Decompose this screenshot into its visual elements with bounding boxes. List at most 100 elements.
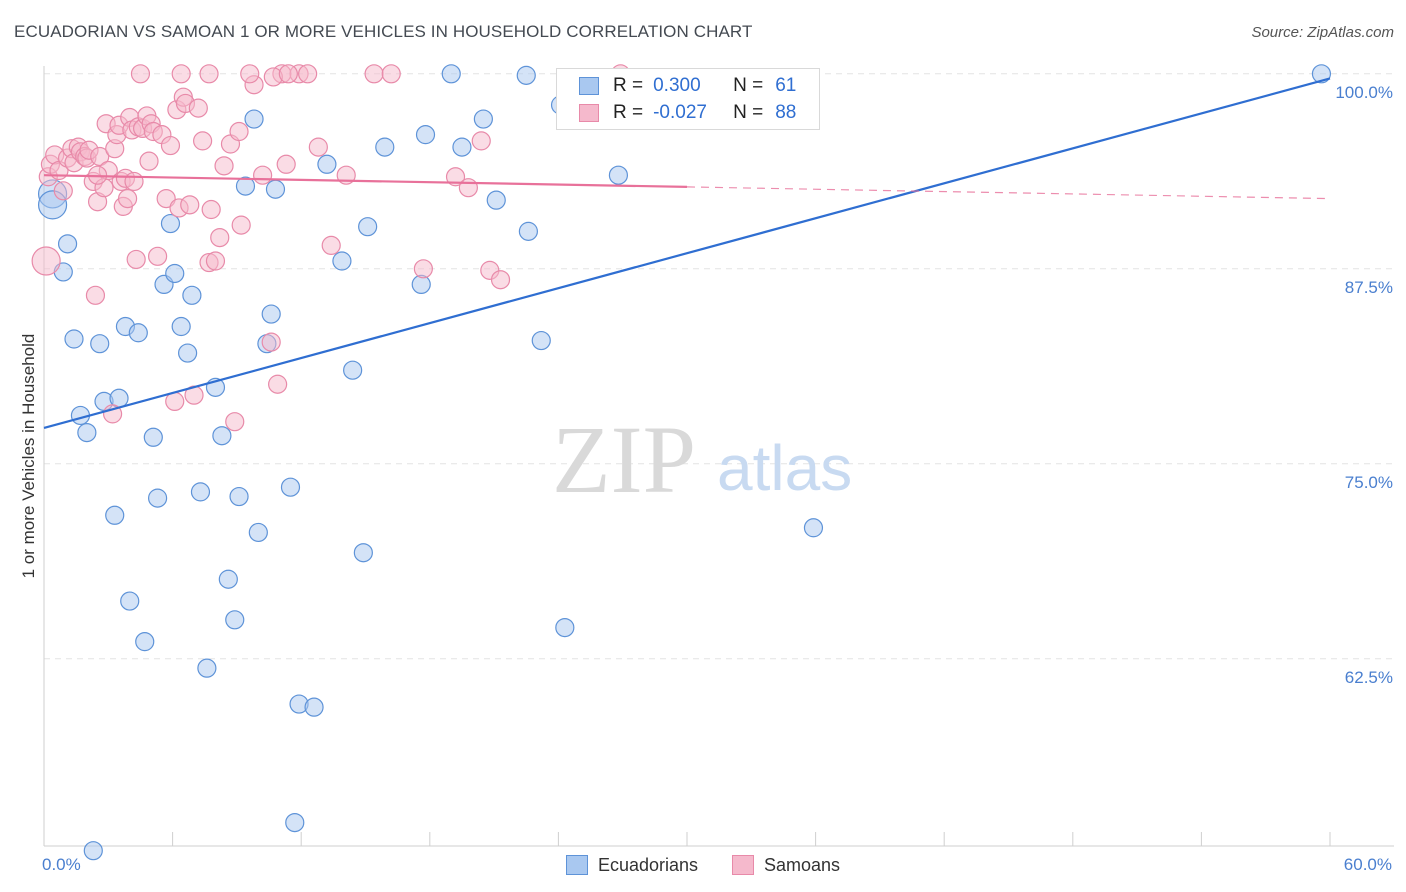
watermark: ZIP atlas <box>552 406 852 513</box>
samoan-point <box>364 64 384 84</box>
ecuadorian-point <box>160 213 181 234</box>
ecuadorian-point <box>218 569 238 589</box>
samoan-point <box>117 189 138 209</box>
samoan-point <box>471 131 491 151</box>
samoan-point <box>229 121 249 142</box>
ecuadorian-point <box>441 64 461 84</box>
ecuadorian-point <box>105 505 125 525</box>
samoan-point <box>308 137 328 157</box>
samoan-point <box>210 228 230 248</box>
samoan-point <box>188 98 208 118</box>
ecuadorian-point <box>1311 64 1332 84</box>
samoan-point <box>490 270 511 290</box>
legend-n-label: N = <box>733 75 764 96</box>
ecuadorian-point <box>90 334 110 354</box>
y-tick-label: 100.0% <box>1335 83 1393 102</box>
samoan-point <box>31 246 61 276</box>
samoan-points <box>31 64 631 432</box>
legend-n-value: 61 <box>775 75 797 96</box>
trend-lines <box>43 77 1331 429</box>
samoan-point <box>201 199 221 220</box>
legend-r-label: R = <box>613 75 644 96</box>
ecuadorian-point <box>608 165 629 185</box>
legend-r-value: 0.300 <box>653 75 701 96</box>
ecuadorian-point <box>212 426 232 446</box>
samoan-trend-extension <box>686 186 1331 200</box>
legend-swatch-pink <box>579 104 599 122</box>
ecuadorian-point <box>452 137 472 157</box>
samoan-point <box>261 332 281 352</box>
legend-item-samoans[interactable]: Samoans <box>732 855 840 876</box>
watermark-atlas: atlas <box>717 432 852 504</box>
ecuadorian-point <box>229 486 249 507</box>
source-label: Source: ZipAtlas.com <box>1251 24 1394 41</box>
samoan-point <box>147 246 168 266</box>
ecuadorian-point <box>244 109 264 129</box>
ecuadorian-point <box>135 632 155 652</box>
ecuadorian-point <box>248 522 268 543</box>
legend-label: Samoans <box>764 854 841 875</box>
samoan-point <box>298 64 318 84</box>
legend-row-samoans: R = -0.027 N = 88 <box>579 102 796 124</box>
samoan-point <box>205 251 226 271</box>
samoan-point <box>85 285 106 305</box>
x-tick-label: 60.0% <box>1344 855 1392 874</box>
ecuadorian-trend-line <box>43 77 1331 429</box>
samoan-point <box>231 215 251 235</box>
ecuadorian-point <box>128 323 148 343</box>
ecuadorian-point <box>77 423 97 443</box>
samoan-point <box>321 235 341 255</box>
samoan-point <box>139 151 159 171</box>
ecuadorian-point <box>531 330 551 351</box>
y-tick-label: 75.0% <box>1345 473 1393 492</box>
y-tick-label: 87.5% <box>1345 278 1393 297</box>
ecuadorian-point <box>57 234 78 254</box>
samoan-point <box>240 64 260 84</box>
samoan-trend-line <box>43 174 688 188</box>
ecuadorian-point <box>265 179 286 199</box>
grid-layer <box>44 73 1394 660</box>
ecuadorian-point <box>332 251 352 271</box>
legend-item-ecuadorians[interactable]: Ecuadorians <box>565 855 698 876</box>
samoan-point <box>413 259 433 279</box>
ecuadorian-point <box>473 109 493 129</box>
ecuadorian-point <box>120 591 140 611</box>
ecuadorian-point <box>486 190 506 210</box>
samoan-point <box>253 165 273 185</box>
legend-row-ecuadorians: R = 0.300 N = 61 <box>579 75 796 97</box>
stats-legend: R = 0.300 N = 61 R = -0.027 N = 88 <box>556 68 820 130</box>
y-tick-label: 62.5% <box>1345 668 1393 687</box>
legend-r-label: R = <box>613 102 644 123</box>
series-legend: Ecuadorians Samoans <box>0 852 1406 878</box>
legend-n-label: N = <box>733 102 764 123</box>
ecuadorian-point <box>165 263 185 284</box>
ecuadorian-point <box>178 343 198 363</box>
ecuadorian-point <box>225 610 245 630</box>
samoan-point <box>199 64 219 84</box>
samoan-point <box>276 154 296 174</box>
samoan-point <box>193 131 213 151</box>
samoan-point <box>445 167 466 187</box>
samoan-point <box>130 64 151 84</box>
samoan-point <box>458 178 478 198</box>
axis-layer: 100.0% 87.5% 75.0% 62.5% 0.0% 60.0% <box>42 66 1394 874</box>
legend-swatch-blue <box>579 77 599 95</box>
samoan-point <box>278 64 298 84</box>
samoan-point <box>156 189 176 209</box>
ecuadorian-point <box>803 518 824 538</box>
ecuadorian-point <box>235 176 256 196</box>
ecuadorian-point <box>317 154 337 174</box>
ecuadorian-point <box>197 658 217 678</box>
samoan-point <box>90 146 110 167</box>
legend-n-value: 88 <box>775 102 797 123</box>
samoan-point <box>225 412 245 432</box>
ecuadorian-point <box>182 285 202 305</box>
ecuadorian-point <box>375 137 395 157</box>
legend-swatch-blue <box>565 855 588 875</box>
ecuadorian-point <box>171 316 191 337</box>
watermark-zip: ZIP <box>552 406 696 513</box>
ecuadorian-point <box>343 360 363 380</box>
chart-title: ECUADORIAN VS SAMOAN 1 OR MORE VEHICLES … <box>14 22 753 41</box>
samoan-point <box>124 171 144 192</box>
